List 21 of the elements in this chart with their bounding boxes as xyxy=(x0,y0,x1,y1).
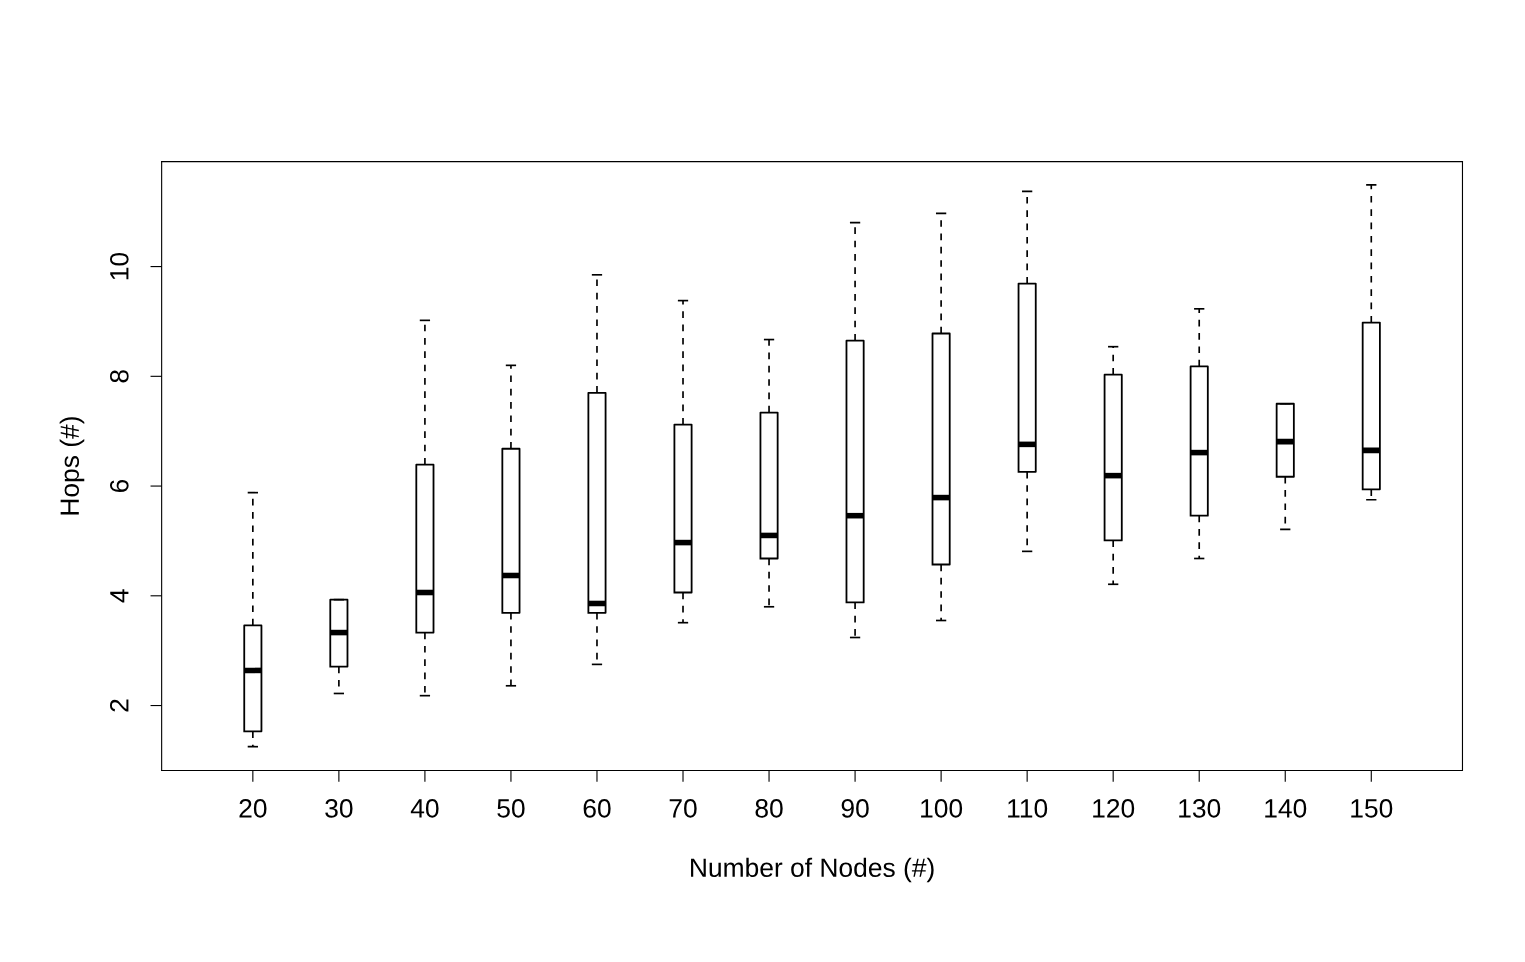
x-tick-label: 80 xyxy=(755,799,783,818)
y-tick-label: 8 xyxy=(109,370,129,383)
x-tick-label: 140 xyxy=(1265,799,1307,818)
x-axis-title: Number of Nodes (#) xyxy=(691,857,934,883)
x-tick-label: 150 xyxy=(1351,799,1393,818)
x-tick-label: 50 xyxy=(497,799,525,818)
x-tick-label: 20 xyxy=(239,799,267,818)
x-tick-label: 30 xyxy=(325,799,353,818)
x-tick-label: 90 xyxy=(841,799,869,818)
x-tick-label: 40 xyxy=(410,799,439,818)
x-tick-label: 100 xyxy=(921,799,963,818)
y-tick-label: 4 xyxy=(110,589,129,603)
x-tick-label: 110 xyxy=(1008,799,1048,818)
y-tick-label: 10 xyxy=(109,252,129,280)
y-tick-label: 6 xyxy=(109,479,129,493)
y-tick-label: 2 xyxy=(109,699,129,712)
x-tick-label: 60 xyxy=(583,799,611,818)
x-tick-label: 120 xyxy=(1093,799,1135,818)
y-axis-title: Hops (#) xyxy=(59,417,85,515)
x-tick-label: 70 xyxy=(669,799,697,818)
x-tick-label: 130 xyxy=(1179,799,1221,818)
